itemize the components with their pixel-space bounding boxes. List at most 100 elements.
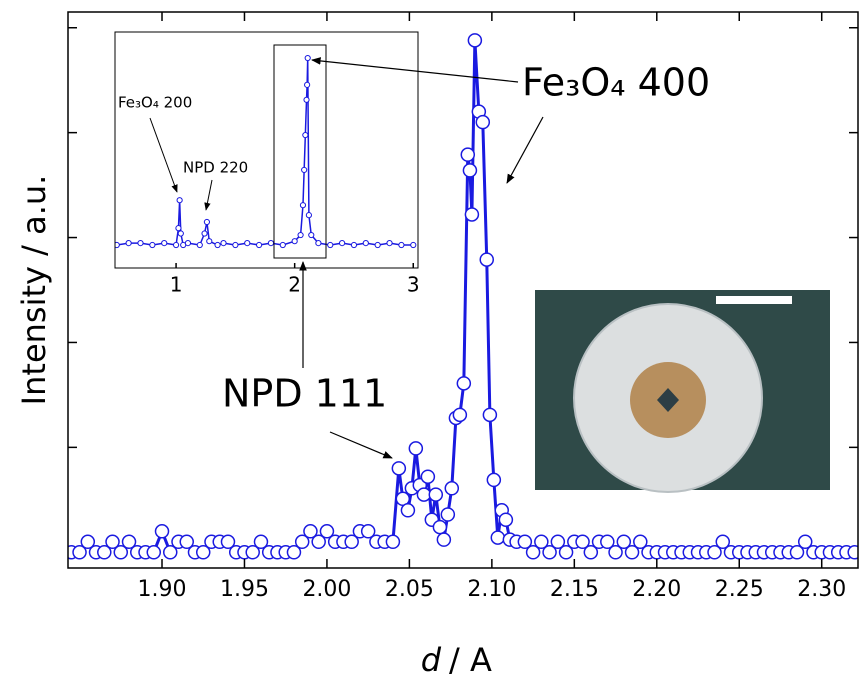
- data-point: [179, 534, 194, 550]
- data-point: [707, 545, 722, 560]
- data-point: [386, 239, 393, 247]
- data-point: [195, 545, 211, 560]
- x-tick-label: 2.25: [715, 577, 764, 602]
- data-point: [374, 241, 381, 249]
- data-point: [177, 230, 184, 237]
- data-point: [360, 524, 376, 539]
- photo: [535, 290, 830, 493]
- data-point: [72, 545, 87, 560]
- data-point: [311, 534, 326, 550]
- data-point: [385, 534, 401, 550]
- data-point: [149, 241, 156, 249]
- zoom-box: [273, 44, 327, 259]
- x-tick-label: 2.30: [797, 577, 846, 602]
- data-layer: [115, 54, 417, 249]
- data-point: [400, 503, 416, 518]
- data-point: [146, 545, 162, 560]
- y-axis-label: Intensity / a.u.: [15, 175, 53, 406]
- data-point: [408, 441, 424, 456]
- data-point: [467, 33, 483, 48]
- axes-frame: [67, 11, 859, 569]
- x-tick-label: 2.00: [302, 577, 351, 602]
- data-point: [255, 241, 263, 249]
- arrow: [311, 57, 519, 83]
- x-tick-label: 2.20: [632, 577, 681, 602]
- data-point: [525, 545, 541, 560]
- data-point: [398, 241, 405, 249]
- data-point: [464, 207, 480, 222]
- data-point: [789, 545, 805, 560]
- data-point: [244, 239, 251, 247]
- annotation: NPD 111: [222, 372, 387, 416]
- overlay: Fe₃O₄ 400 NPD 111 Fe₃O₄ 200 NPD 220 Inte…: [15, 44, 830, 679]
- data-point: [633, 534, 648, 550]
- data-point: [137, 239, 144, 247]
- annotation: Fe₃O₄ 200: [118, 94, 192, 112]
- data-point: [214, 241, 221, 249]
- data-point: [847, 545, 858, 560]
- data-point: [462, 163, 478, 178]
- data-layer: [68, 33, 858, 560]
- data-point: [391, 461, 407, 476]
- data-point: [220, 239, 227, 247]
- data-point: [608, 545, 623, 560]
- data-point: [279, 241, 286, 249]
- data-point: [490, 530, 506, 545]
- data-point: [460, 147, 476, 162]
- data-point: [245, 545, 260, 560]
- data-point: [303, 524, 318, 539]
- data-point: [163, 545, 178, 560]
- data-point: [475, 114, 491, 130]
- data-point: [428, 487, 444, 502]
- arrow: [506, 116, 544, 184]
- data-point: [436, 532, 452, 547]
- data-point: [575, 534, 590, 550]
- data-point: [305, 212, 312, 219]
- data-point: [479, 252, 494, 267]
- data-point: [297, 231, 304, 239]
- data-point: [172, 241, 180, 249]
- data-point: [303, 96, 310, 103]
- data-point: [161, 239, 168, 247]
- data-point: [432, 519, 448, 535]
- data-point: [416, 487, 432, 502]
- data-point: [534, 534, 549, 550]
- data-point: [482, 407, 498, 423]
- x-tick-label: 1: [170, 273, 183, 297]
- data-point: [176, 197, 183, 204]
- data-point: [456, 376, 472, 391]
- data-point: [206, 238, 213, 245]
- data-point: [291, 238, 298, 245]
- data-point: [550, 534, 566, 550]
- data-point: [184, 239, 192, 247]
- x-tick-label: 2.10: [467, 577, 516, 602]
- data-point: [486, 472, 502, 488]
- data-point: [715, 534, 731, 550]
- data-point: [125, 239, 132, 247]
- arrow: [204, 179, 213, 211]
- data-point: [327, 241, 334, 249]
- data-point: [517, 534, 533, 550]
- annotation: NPD 220: [183, 159, 248, 177]
- data-point: [498, 512, 514, 527]
- data-point: [452, 407, 468, 423]
- data-point: [294, 534, 310, 550]
- data-point: [175, 225, 182, 232]
- data-point: [797, 534, 813, 550]
- axes-frame: [114, 31, 419, 269]
- data-point: [267, 239, 275, 247]
- data-point: [410, 241, 417, 249]
- data-point: [542, 545, 557, 560]
- data-point: [232, 241, 239, 249]
- data-point: [304, 81, 311, 88]
- data-point: [558, 545, 574, 560]
- x-axis-label: / A: [449, 641, 492, 679]
- data-point: [286, 545, 302, 560]
- data-point: [440, 507, 456, 522]
- data-point: [196, 241, 203, 249]
- data-point: [154, 524, 170, 539]
- data-point: [253, 534, 269, 550]
- data-point: [304, 54, 311, 62]
- data-point: [301, 166, 308, 174]
